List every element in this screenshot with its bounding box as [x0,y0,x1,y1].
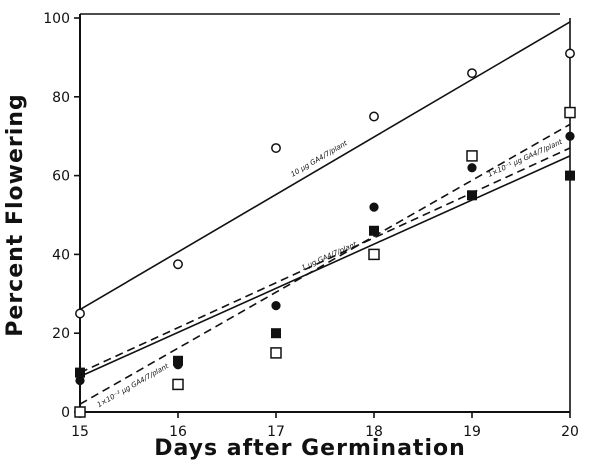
point-series-0-5 [565,48,575,59]
point-series-3-1 [172,378,184,391]
point-series-0-1 [173,259,183,270]
point-series-2-0 [75,367,85,378]
y-tick-label: 100 [43,11,70,27]
point-series-0-2 [271,143,281,153]
point-series-3-0 [74,406,86,418]
point-series-1-5 [565,131,575,141]
x-tick-label: 17 [267,424,285,440]
fit-lines [79,21,571,405]
point-series-2-5 [565,170,575,181]
fit-line-series-1 [79,155,571,378]
x-tick-label: 16 [169,424,187,440]
point-series-2-2 [271,328,281,339]
x-tick-label: 19 [463,424,481,440]
point-series-2-4 [467,190,477,201]
axes: 0 20 40 60 80 100 15 16 17 18 19 20 [43,11,579,440]
line-label-1: 1 μg GA4/7/plant [300,240,358,272]
point-series-1-4 [467,163,477,173]
line-label-2: 1×10⁻¹ μg GA4/7/plant [487,138,564,179]
fit-line-series-0 [79,21,571,311]
fit-line-series-3 [79,123,571,405]
point-series-2-1 [173,355,183,366]
y-tick-label: 80 [52,90,70,106]
point-series-0-3 [369,111,379,122]
point-series-1-2 [271,301,281,311]
line-label-3: 1×10⁻² μg GA4/7/plant [96,362,170,409]
point-series-1-3 [369,202,379,212]
line-label-0: 10 μg GA4/7/plant [289,139,348,178]
y-tick-label: 0 [61,405,70,421]
x-tick-label: 15 [71,424,89,440]
fit-line-series-2 [79,147,571,374]
point-series-3-4 [466,150,478,162]
point-series-3-3 [368,248,380,261]
y-tick-label: 40 [52,247,70,263]
x-tick-label: 18 [365,424,383,440]
y-tick-label: 20 [52,326,70,342]
y-axis-title: Percent Flowering [3,93,28,336]
point-series-0-4 [467,68,477,79]
point-series-0-0 [75,308,85,319]
x-axis-title: Days after Germination [154,436,466,461]
line-labels: 10 μg GA4/7/plant 1 μg GA4/7/plant 1×10⁻¹ … [96,138,564,409]
x-tick-label: 20 [561,424,579,440]
point-series-1-0 [75,375,85,386]
point-series-3-5 [564,106,576,119]
y-tick-label: 60 [52,169,70,185]
point-series-2-3 [369,225,379,236]
point-series-3-2 [270,347,282,359]
data-points [74,48,576,418]
